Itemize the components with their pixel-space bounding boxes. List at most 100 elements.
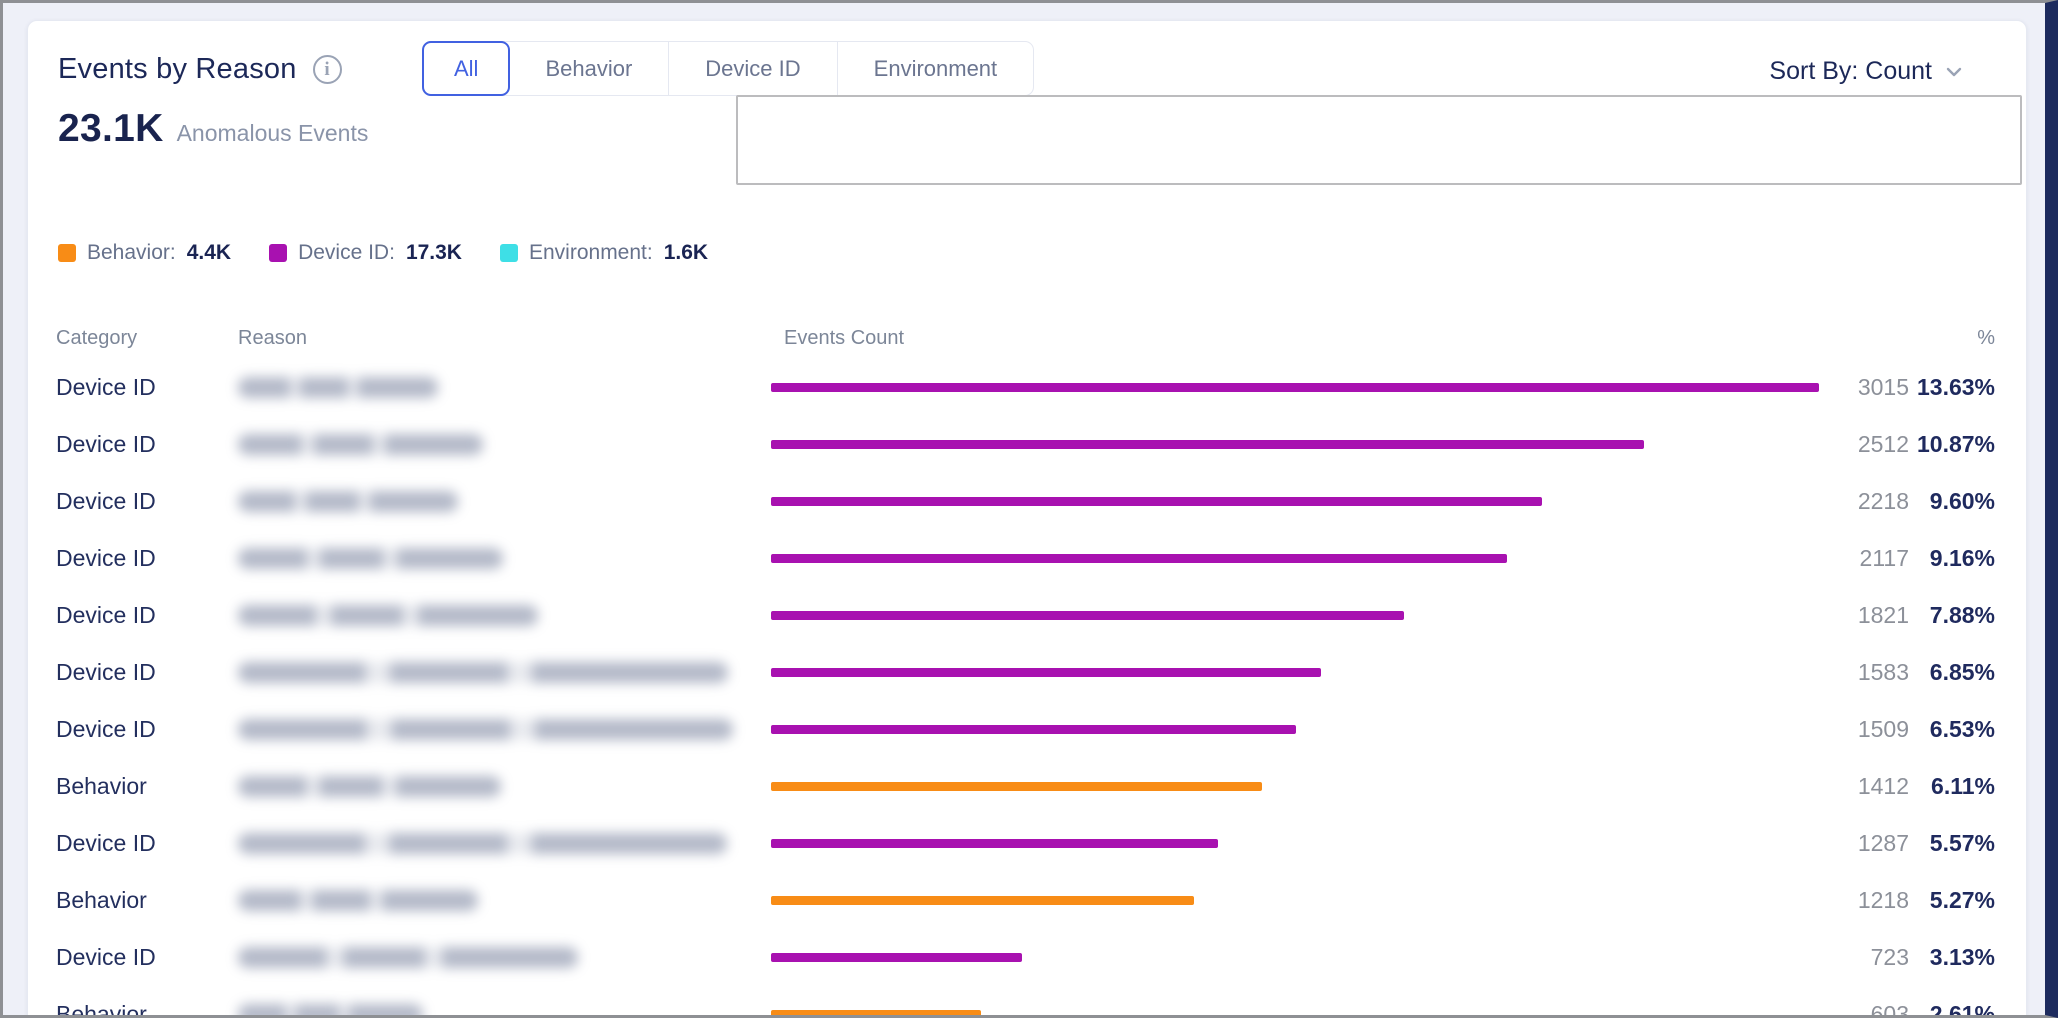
bar [771,383,1819,392]
bar-track [771,497,1819,506]
percent-cell: 6.85% [1929,659,1995,685]
count-cell: 1412 [1857,773,1909,799]
category-cell: Device ID [56,374,156,400]
table-row: Device ID 1821 7.88% [28,587,2026,644]
reason-cell [238,548,771,569]
table-row: Device ID 1509 6.53% [28,701,2026,758]
percent-cell: 7.88% [1929,602,1995,628]
bar [771,668,1322,677]
reason-redacted-text [238,491,458,512]
reason-redacted-text [238,890,478,911]
tab-device-id[interactable]: Device ID [668,42,836,95]
percent-cell: 13.63% [1916,374,1995,400]
table-header: Category Reason Events Count % [28,321,2026,355]
category-cell: Device ID [56,659,156,685]
category-cell: Device ID [56,545,156,571]
chevron-down-icon [1946,67,1962,76]
reason-cell [238,434,771,455]
table-row: Behavior 603 2.61% [28,986,2026,1018]
category-cell: Device ID [56,431,156,457]
table-row: Device ID 723 3.13% [28,929,2026,986]
reason-cell [238,947,771,968]
percent-cell: 6.11% [1931,773,1995,799]
category-cell: Behavior [56,887,147,913]
tab-label: All [454,55,479,81]
category-cell: Behavior [56,1001,147,1018]
reason-cell [238,1004,771,1015]
reason-cell [238,890,771,911]
bar [771,782,1262,791]
reason-cell [238,491,771,512]
reason-redacted-text [238,947,578,968]
table-row: Device ID 1287 5.57% [28,815,2026,872]
bar [771,1010,981,1015]
reason-redacted-text [238,605,538,626]
bar-track [771,668,1819,677]
table-row: Device ID 2512 10.87% [28,416,2026,473]
table-row: Device ID 2218 9.60% [28,473,2026,530]
reason-redacted-text [238,377,438,398]
bar-track [771,782,1819,791]
sort-by-label: Sort By: Count [1769,57,1932,85]
reason-cell [238,776,771,797]
reason-redacted-text [238,776,501,797]
bar [771,725,1296,734]
count-cell: 1583 [1857,659,1909,685]
reason-cell [238,833,771,854]
count-cell: 1821 [1857,602,1909,628]
reason-redacted-text [238,548,503,569]
table-row: Device ID 3015 13.63% [28,359,2026,416]
legend-value: 17.3K [405,241,462,264]
empty-dropdown-panel [736,95,2022,185]
bar [771,839,1219,848]
percent-cell: 3.13% [1929,944,1995,970]
percent-cell: 9.60% [1929,488,1995,514]
reason-cell [238,662,771,683]
legend-item: Behavior: 4.4K [58,241,231,265]
count-cell: 1287 [1857,830,1909,856]
legend-item: Environment: 1.6K [499,241,708,265]
percent-cell: 2.61% [1929,1001,1995,1018]
reason-cell [238,377,771,398]
category-cell: Behavior [56,773,147,799]
count-cell: 3015 [1857,374,1909,400]
tab-label: Behavior [545,55,633,81]
tab-label: Device ID [705,55,801,81]
bar-track [771,440,1819,449]
legend-label: Behavior: [87,241,176,264]
table-row: Device ID 2117 9.16% [28,530,2026,587]
legend-label: Device ID: [298,241,395,264]
bar-track [771,554,1819,563]
reason-redacted-text [238,662,728,683]
bar [771,497,1542,506]
legend-swatch [499,244,518,262]
column-header-events-count: Events Count [784,326,905,349]
legend-label: Environment: [528,241,653,264]
events-by-reason-card: Events by Reason i All Behavior Device ID E… [27,20,2027,1018]
legend-value: 4.4K [186,241,232,264]
tab-all[interactable]: All [422,41,511,96]
bar-track [771,383,1819,392]
reason-redacted-text [238,434,483,455]
page-title: Events by Reason [58,53,297,85]
sort-by-dropdown[interactable]: Sort By: Count [1769,57,1964,86]
bar-track [771,1010,1819,1015]
category-cell: Device ID [56,602,156,628]
tab-environment[interactable]: Environment [836,42,1034,95]
count-cell: 603 [1870,1001,1909,1018]
count-cell: 2512 [1857,431,1909,457]
table-row: Behavior 1412 6.11% [28,758,2026,815]
column-header-percent: % [1977,326,1995,349]
column-header-reason: Reason [238,326,307,349]
percent-cell: 5.57% [1929,830,1995,856]
table-row: Behavior 1218 5.27% [28,872,2026,929]
bar-track [771,611,1819,620]
info-icon[interactable]: i [312,55,342,84]
tab-behavior[interactable]: Behavior [509,42,668,95]
legend: Behavior: 4.4K Device ID: 17.3K Environm… [58,241,708,265]
summary: 23.1K Anomalous Events [58,107,368,151]
percent-cell: 6.53% [1929,716,1995,742]
reason-redacted-text [238,833,727,854]
total-events-value: 23.1K [58,107,164,150]
tab-label: Environment [873,55,998,81]
